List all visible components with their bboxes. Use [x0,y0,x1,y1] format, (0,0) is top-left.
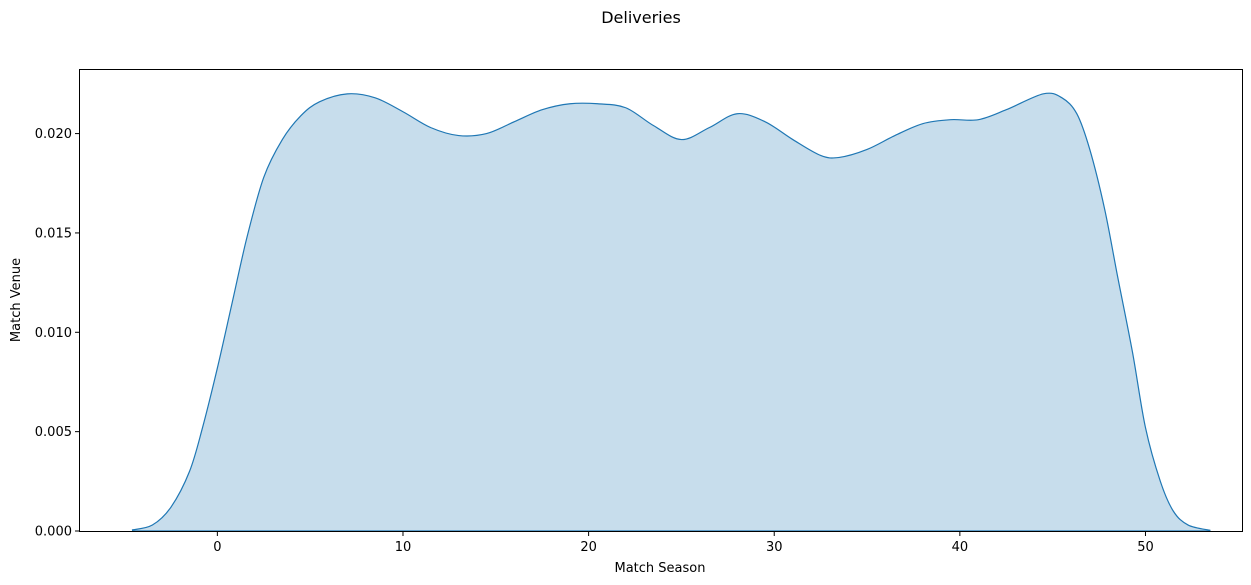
x-tick-label: 10 [395,540,412,555]
axes: 0 10 20 30 40 50 0.000 0.005 0.010 0.015 0.020 [35,127,1154,555]
x-tick-label: 30 [766,540,783,555]
density-area-fill [131,93,1211,531]
y-tick-label: 0.000 [35,525,72,540]
plot-frame [79,69,1243,532]
y-tick-label: 0.010 [35,326,72,341]
x-axis-label: Match Season [615,561,706,576]
y-tick-label: 0.015 [35,226,72,241]
x-tick-label: 20 [580,540,597,555]
density-line [131,92,1211,531]
plot-area [131,92,1211,532]
chart-title: Deliveries [601,8,681,27]
y-axis-label: Match Venue [9,258,24,342]
y-tick-label: 0.020 [35,127,72,142]
x-tick-label: 0 [213,540,221,555]
y-tick-label: 0.005 [35,425,72,440]
x-tick-label: 50 [1137,540,1154,555]
x-tick-label: 40 [952,540,969,555]
